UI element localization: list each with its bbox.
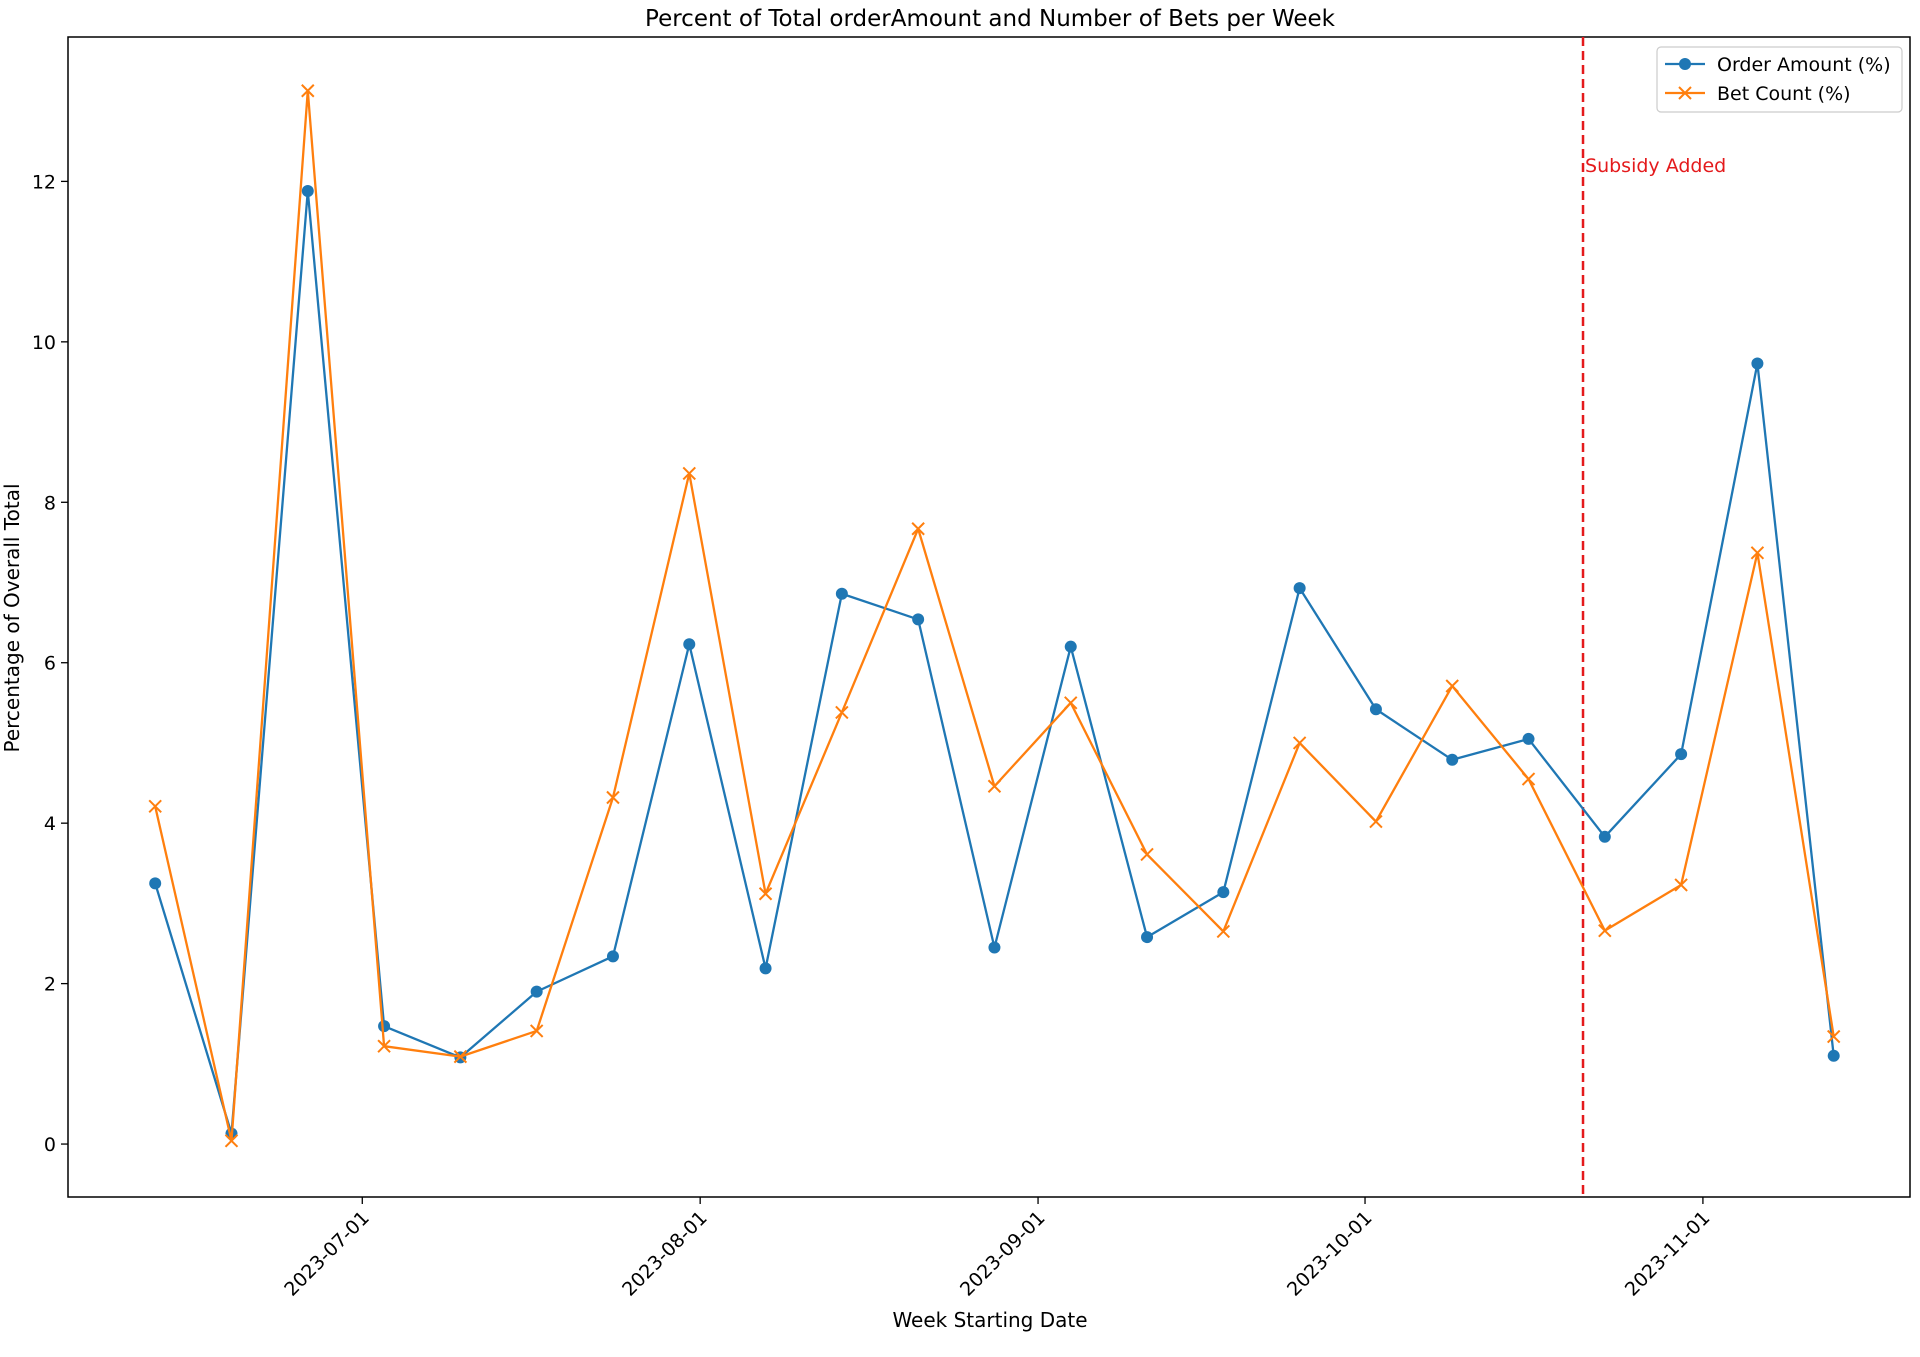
legend-marker (1679, 58, 1691, 70)
data-point (1292, 736, 1307, 750)
chart-marks: Subsidy Added (148, 37, 1841, 1197)
y-tick-label: 8 (44, 492, 56, 514)
data-point (149, 877, 162, 890)
data-point (758, 887, 773, 901)
data-point (606, 790, 620, 805)
data-point (606, 950, 619, 963)
y-tick-label: 4 (44, 813, 56, 835)
data-point (378, 1020, 391, 1033)
data-point (301, 84, 315, 98)
data-point (682, 466, 696, 481)
data-point (1369, 703, 1382, 716)
x-tick-label: 2023-08-01 (618, 1207, 712, 1301)
x-tick-label: 2023-11-01 (1621, 1207, 1715, 1301)
plot-area: 0 2 4 6 8 10 12 2023-07-01 2023-08-01 2023-09-01 2… (32, 36, 1911, 1301)
data-point (1826, 1029, 1841, 1044)
data-point (1598, 923, 1612, 938)
data-point (835, 587, 848, 600)
data-point (1674, 878, 1688, 892)
data-point (1521, 772, 1536, 786)
data-point (1217, 886, 1230, 899)
data-point (987, 779, 1002, 793)
data-point (1750, 546, 1765, 560)
subsidy-label: Subsidy Added (1585, 155, 1726, 177)
data-point (453, 1049, 468, 1064)
data-point (1064, 696, 1078, 710)
data-point (377, 1039, 391, 1053)
axes-frame (67, 36, 1911, 1198)
data-point (1446, 753, 1459, 766)
y-tick-label: 12 (32, 171, 56, 193)
data-point (835, 705, 849, 720)
y-axis-label: Percentage of Overall Total (0, 483, 24, 752)
data-point (1522, 732, 1535, 745)
data-point (1293, 582, 1306, 595)
data-point (1751, 357, 1764, 370)
data-point (912, 613, 925, 626)
x-tick-label: 2023-09-01 (956, 1207, 1050, 1301)
data-point (530, 985, 543, 998)
data-point (148, 799, 162, 814)
data-point (1675, 748, 1688, 761)
legend-label: Order Amount (%) (1717, 54, 1891, 76)
data-point (1445, 679, 1459, 693)
legend-box (1656, 46, 1903, 113)
data-point (683, 638, 696, 651)
data-point (1827, 1049, 1840, 1062)
data-point (1141, 931, 1154, 944)
data-point (988, 941, 1001, 954)
data-point (1140, 847, 1154, 862)
data-point (1369, 814, 1383, 829)
legend-marker (1678, 86, 1692, 100)
data-point (529, 1024, 544, 1038)
data-point (1216, 924, 1231, 939)
data-point (911, 522, 925, 536)
x-tick-label: 2023-07-01 (280, 1207, 374, 1301)
y-tick-label: 10 (32, 332, 56, 354)
y-tick-label: 2 (44, 974, 56, 996)
y-tick-label: 0 (44, 1134, 56, 1156)
legend: Order Amount (%) Bet Count (%) (1656, 46, 1903, 113)
data-point (1064, 640, 1077, 653)
data-point (1598, 830, 1611, 843)
data-point (224, 1134, 239, 1148)
x-tick-label: 2023-10-01 (1283, 1207, 1377, 1301)
data-point (759, 962, 772, 975)
chart-title: Percent of Total orderAmount and Number … (645, 6, 1336, 32)
legend-label: Bet Count (%) (1717, 83, 1851, 105)
y-tick-label: 6 (44, 653, 56, 675)
x-axis-label: Week Starting Date (892, 1308, 1087, 1332)
data-point (301, 185, 314, 198)
